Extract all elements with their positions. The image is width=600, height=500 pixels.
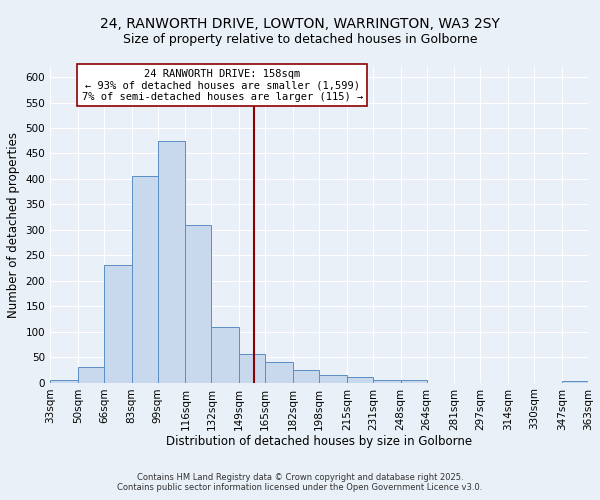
Bar [185,224,211,382]
Bar [401,380,427,382]
Bar [50,380,78,382]
Bar [158,140,185,382]
Text: Contains HM Land Registry data © Crown copyright and database right 2025.: Contains HM Land Registry data © Crown c… [137,472,463,482]
Text: 24 RANWORTH DRIVE: 158sqm
← 93% of detached houses are smaller (1,599)
7% of sem: 24 RANWORTH DRIVE: 158sqm ← 93% of detac… [82,68,363,102]
Text: 24, RANWORTH DRIVE, LOWTON, WARRINGTON, WA3 2SY: 24, RANWORTH DRIVE, LOWTON, WARRINGTON, … [100,18,500,32]
X-axis label: Distribution of detached houses by size in Golborne: Distribution of detached houses by size … [166,435,472,448]
Bar [265,362,293,382]
Bar [104,266,131,382]
Bar [293,370,319,382]
Bar [347,378,373,382]
Bar [373,380,401,382]
Bar [562,381,588,382]
Text: Contains public sector information licensed under the Open Government Licence v3: Contains public sector information licen… [118,484,482,492]
Bar [211,326,239,382]
Text: Size of property relative to detached houses in Golborne: Size of property relative to detached ho… [123,32,477,46]
Bar [131,176,158,382]
Bar [78,367,104,382]
Y-axis label: Number of detached properties: Number of detached properties [7,132,20,318]
Bar [239,354,265,382]
Bar [319,375,347,382]
